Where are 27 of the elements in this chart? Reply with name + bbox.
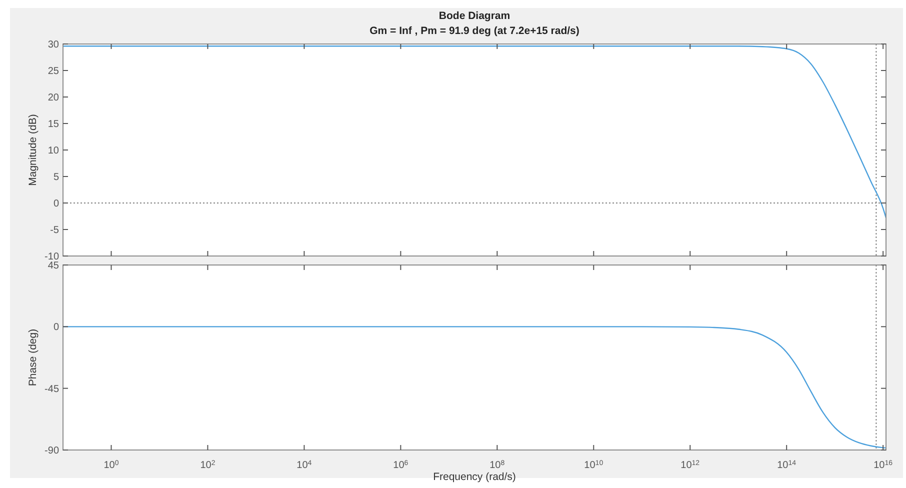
y-tick-label: 45 xyxy=(48,260,60,272)
y-axis-title: Magnitude (dB) xyxy=(27,114,39,186)
chart-title: Bode Diagram xyxy=(438,10,510,22)
x-tick-label: 10$^{10}$ xyxy=(584,460,604,471)
x-axis-title: Frequency (rad/s) xyxy=(433,471,516,483)
y-tick-label: 0 xyxy=(53,322,60,334)
y-tick-label: 30 xyxy=(48,40,60,50)
x-tick-label: 10$^{8}$ xyxy=(490,460,505,471)
y-tick-label: 5 xyxy=(53,172,60,183)
y-tick-label: -45 xyxy=(44,384,60,395)
y-tick-label: 20 xyxy=(48,92,60,104)
y-tick-label: -5 xyxy=(50,225,60,236)
y-tick-label: 25 xyxy=(48,66,60,77)
y-tick-label: -10 xyxy=(44,252,60,262)
y-axis-title: Phase (deg) xyxy=(27,328,39,386)
chart-subtitle: Gm = Inf , Pm = 91.9 deg (at 7.2e+15 rad/s) xyxy=(370,25,580,37)
x-tick-label: 10$^{0}$ xyxy=(104,460,119,471)
y-tick-label: 15 xyxy=(48,119,60,130)
x-tick-label: 10$^{2}$ xyxy=(200,460,216,471)
x-tick-label: 10$^{14}$ xyxy=(777,460,796,471)
x-tick-label: 10$^{6}$ xyxy=(393,460,408,471)
y-tick-label: -90 xyxy=(44,446,60,456)
y-tick-label: 0 xyxy=(53,198,60,210)
x-tick-label: 10$^{4}$ xyxy=(296,460,312,471)
y-tick-label: 10 xyxy=(48,146,60,156)
x-tick-label: 10$^{16}$ xyxy=(874,460,893,471)
x-tick-label: 10$^{12}$ xyxy=(680,460,700,471)
